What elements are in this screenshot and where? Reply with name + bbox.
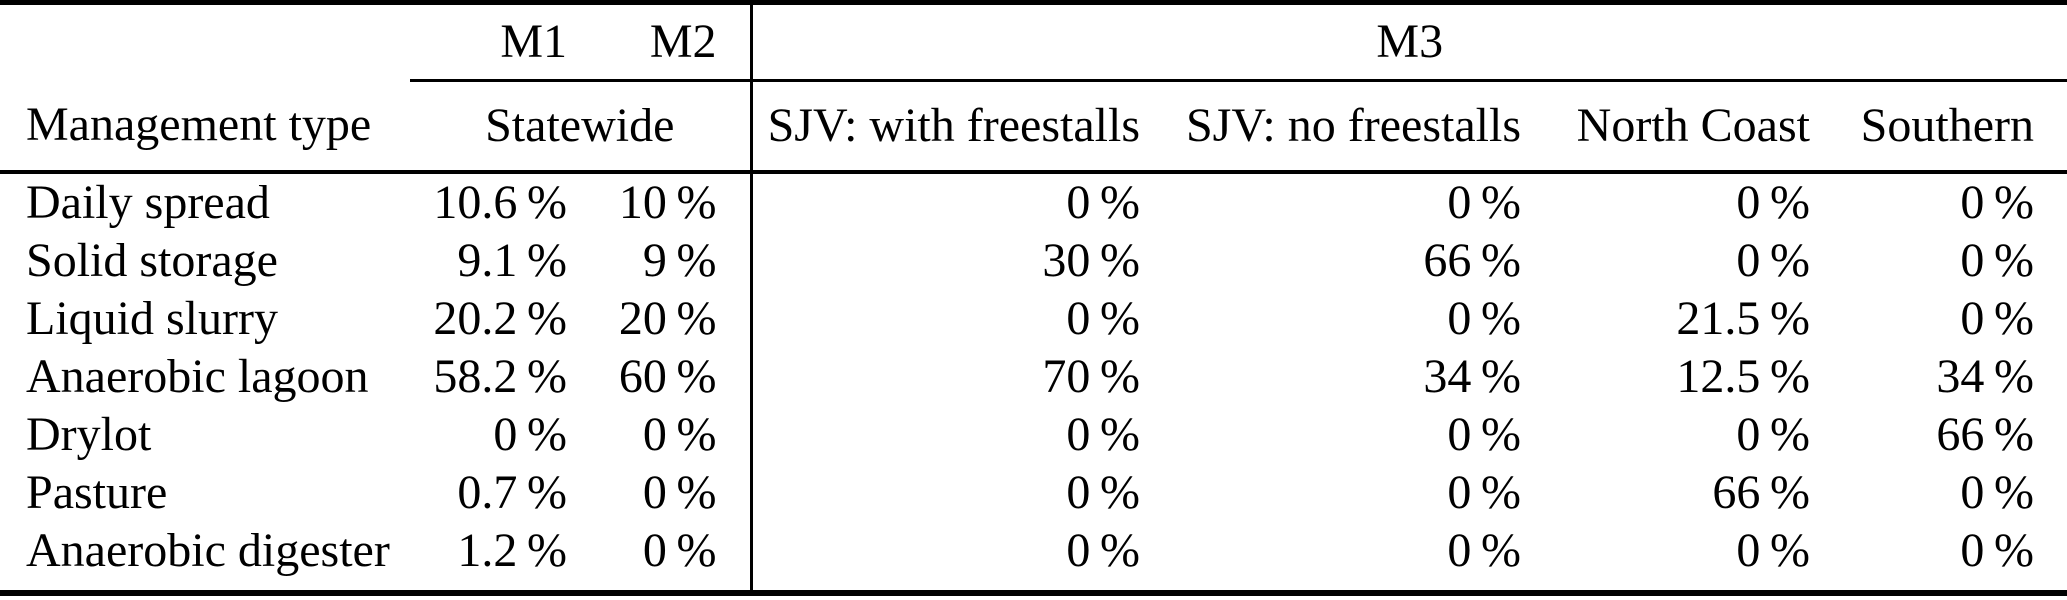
southern-header: Southern [1818, 80, 2067, 174]
cell-sjv-no-freestalls: 34 % [1423, 350, 1521, 403]
cell-m2: 20 % [618, 292, 717, 345]
row-label: Liquid slurry [26, 292, 278, 345]
cell-m1: 58.2 % [433, 350, 567, 403]
row-label: Anaerobic lagoon [26, 350, 369, 403]
cell-southern: 0 % [1960, 176, 2034, 229]
cell-m2: 9 % [642, 234, 717, 287]
cell-sjv-no-freestalls: 66 % [1423, 234, 1521, 287]
sjv-with-freestalls-header: SJV: with freestalls [749, 80, 1148, 174]
cell-north-coast: 0 % [1736, 176, 1810, 229]
cell-southern: 0 % [1960, 234, 2034, 287]
table-row-anaerobic-digester: Anaerobic digester 1.2 % 0 % 0 % 0 % 0 %… [0, 522, 2067, 593]
north-coast-header: North Coast [1529, 80, 1818, 174]
cell-southern: 0 % [1960, 466, 2034, 519]
cell-sjv-with-freestalls: 70 % [749, 348, 1148, 406]
row-label: Anaerobic digester [26, 524, 390, 577]
row-label: Daily spread [26, 176, 270, 229]
cell-m2: 0 % [642, 466, 717, 519]
m2-group-header: M2 [575, 2, 751, 82]
cell-sjv-with-freestalls: 0 % [749, 522, 1148, 593]
row-label: Drylot [26, 408, 152, 461]
m3-group-header: M3 [749, 2, 2067, 82]
cell-m2: 10 % [618, 176, 717, 229]
cell-sjv-with-freestalls: 0 % [749, 406, 1148, 464]
cell-m1: 1.2 % [457, 524, 567, 577]
cell-m1: 0 % [493, 408, 567, 461]
cell-southern: 0 % [1960, 292, 2034, 345]
sjv-no-freestalls-header: SJV: no freestalls [1148, 80, 1529, 174]
cell-southern: 0 % [1960, 524, 2034, 577]
cell-north-coast: 12.5 % [1676, 350, 1810, 403]
cell-sjv-no-freestalls: 0 % [1447, 408, 1521, 461]
column-header-row: Management type Statewide SJV: with free… [0, 80, 2067, 174]
cell-north-coast: 0 % [1736, 408, 1810, 461]
cell-north-coast: 21.5 % [1676, 292, 1810, 345]
management-type-header: Management type [0, 80, 410, 174]
corner-spacer [0, 3, 410, 81]
cell-sjv-with-freestalls: 0 % [749, 464, 1148, 522]
cell-southern: 66 % [1936, 408, 2034, 461]
table-row-drylot: Drylot 0 % 0 % 0 % 0 % 0 % 66 % [0, 406, 2067, 464]
table-row-solid-storage: Solid storage 9.1 % 9 % 30 % 66 % 0 % 0 … [0, 232, 2067, 290]
table-row-anaerobic-lagoon: Anaerobic lagoon 58.2 % 60 % 70 % 34 % 1… [0, 348, 2067, 406]
cell-sjv-no-freestalls: 0 % [1447, 466, 1521, 519]
cell-north-coast: 0 % [1736, 524, 1810, 577]
cell-sjv-no-freestalls: 0 % [1447, 292, 1521, 345]
cell-m1: 9.1 % [457, 234, 567, 287]
row-label: Solid storage [26, 234, 278, 287]
table-row-daily-spread: Daily spread 10.6 % 10 % 0 % 0 % 0 % 0 % [0, 172, 2067, 232]
cell-sjv-with-freestalls: 30 % [749, 232, 1148, 290]
cell-north-coast: 66 % [1712, 466, 1810, 519]
table-row-pasture: Pasture 0.7 % 0 % 0 % 0 % 66 % 0 % [0, 464, 2067, 522]
row-label: Pasture [26, 466, 168, 519]
cell-north-coast: 0 % [1736, 234, 1810, 287]
group-header-row: M1 M2 M3 [0, 2, 2067, 82]
cell-m1: 20.2 % [433, 292, 567, 345]
cell-m2: 0 % [642, 408, 717, 461]
cell-sjv-no-freestalls: 0 % [1447, 176, 1521, 229]
cell-sjv-no-freestalls: 0 % [1447, 524, 1521, 577]
m1-group-header: M1 [410, 2, 575, 82]
cell-sjv-with-freestalls: 0 % [749, 172, 1148, 232]
cell-m2: 60 % [618, 350, 717, 403]
table-row-liquid-slurry: Liquid slurry 20.2 % 20 % 0 % 0 % 21.5 %… [0, 290, 2067, 348]
cell-m1: 10.6 % [433, 176, 567, 229]
statewide-header: Statewide [410, 80, 751, 174]
cell-southern: 34 % [1936, 350, 2034, 403]
cell-sjv-with-freestalls: 0 % [749, 290, 1148, 348]
cell-m2: 0 % [642, 524, 717, 577]
cell-m1: 0.7 % [457, 466, 567, 519]
